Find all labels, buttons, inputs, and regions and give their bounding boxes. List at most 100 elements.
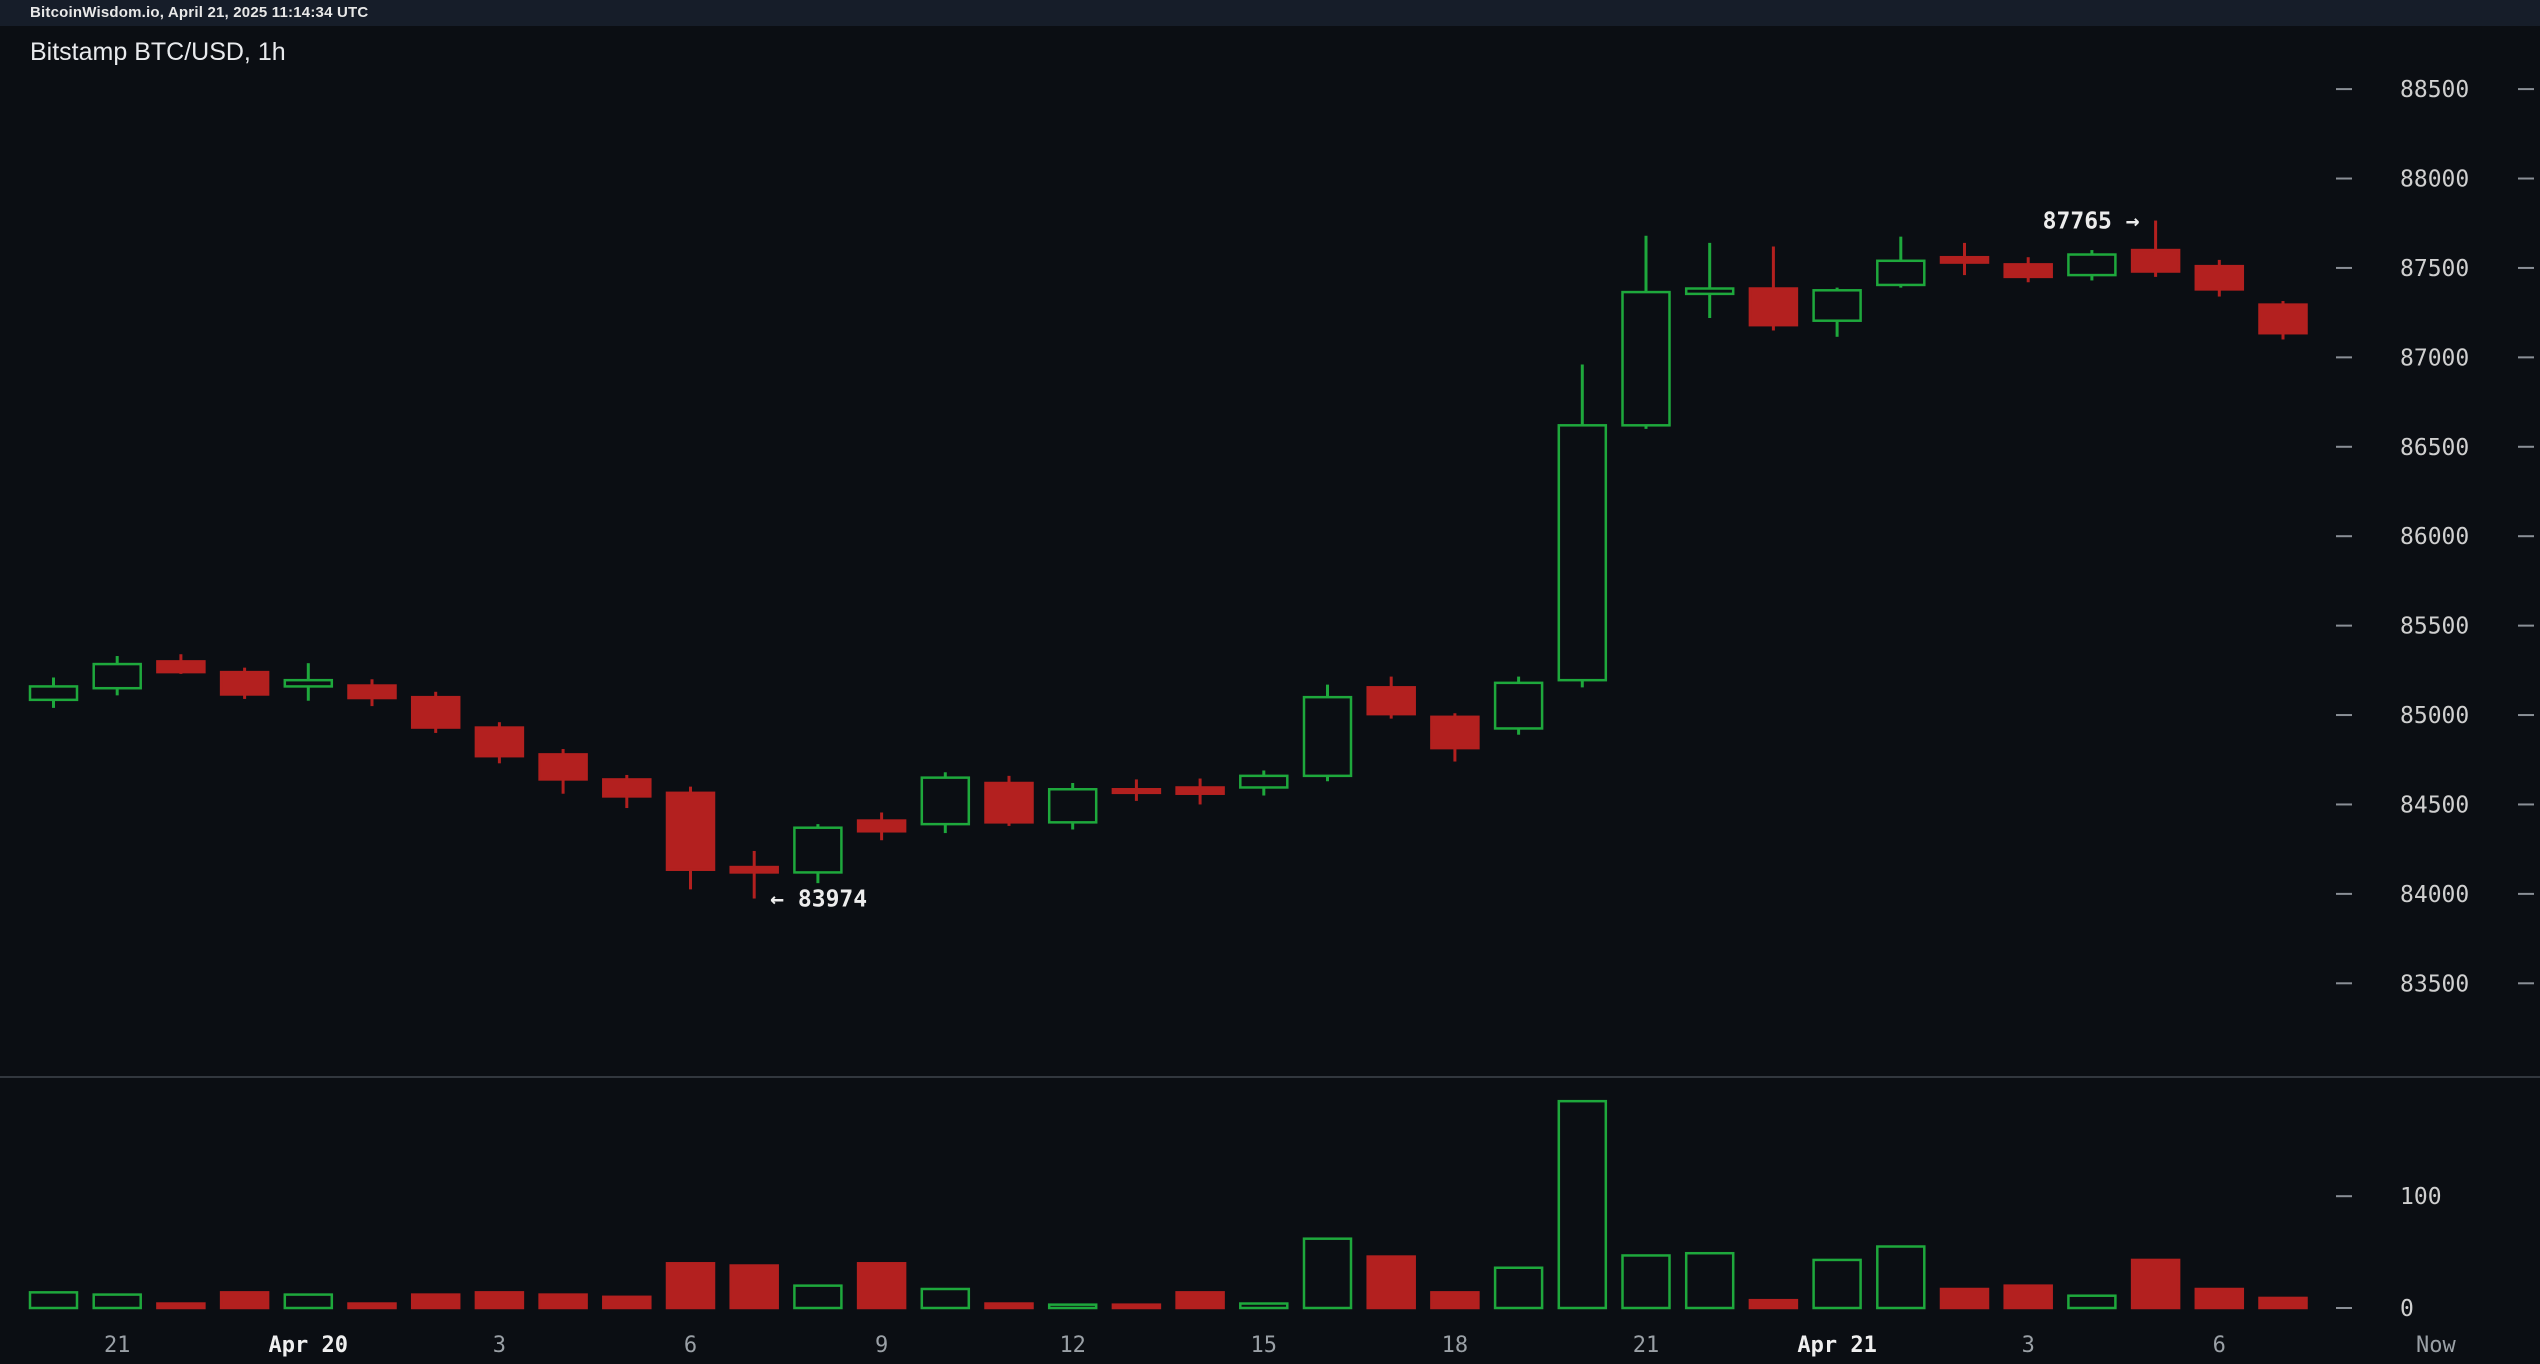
volume-bar	[538, 1293, 588, 1310]
time-axis-label: 21	[1633, 1333, 1660, 1358]
volume-bar	[28, 1291, 79, 1310]
volume-bar	[1812, 1258, 1862, 1310]
price-axis-label: 85500	[2400, 614, 2469, 640]
volume-bar	[219, 1291, 270, 1310]
price-axis-label: 86000	[2400, 524, 2469, 550]
time-axis-label: 6	[684, 1333, 697, 1358]
volume-pane	[28, 1099, 2308, 1310]
candle-body	[1876, 259, 1926, 287]
candle-body	[1939, 255, 1990, 264]
candle-body	[1621, 290, 1671, 427]
price-pane	[28, 220, 2308, 899]
volume-bar	[920, 1287, 971, 1310]
candle-body	[2194, 264, 2245, 291]
volume-bar	[347, 1302, 397, 1310]
volume-bar	[1175, 1291, 1225, 1310]
time-axis-date-label: Apr 20	[269, 1333, 348, 1358]
volume-bar	[793, 1284, 843, 1310]
candle-body	[793, 826, 843, 874]
volume-axis-label: 0	[2400, 1296, 2414, 1322]
volume-bar	[729, 1264, 779, 1310]
volume-bar	[2258, 1296, 2308, 1310]
time-axis-label: Now	[2416, 1333, 2456, 1358]
price-axis-label: 83500	[2400, 971, 2469, 997]
time-axis-label: 6	[2213, 1333, 2226, 1358]
candle-body	[2003, 263, 2053, 279]
candle-body	[538, 753, 588, 781]
candle-body	[856, 819, 907, 833]
time-axis-label: 3	[2022, 1333, 2035, 1358]
candle-body	[2258, 303, 2308, 335]
candle-body	[1302, 695, 1353, 778]
candle-body	[984, 781, 1034, 824]
candle-body	[920, 776, 971, 826]
volume-bar	[1748, 1298, 1799, 1310]
time-axis-label: 21	[104, 1333, 131, 1358]
price-axis: 88500 88000 87500 87000 86500 86000 85500 85000…	[2336, 77, 2534, 1322]
price-axis-label: 85000	[2400, 703, 2469, 729]
volume-bar	[1111, 1303, 1162, 1310]
session-high-annotation: 87765 →	[2043, 209, 2140, 235]
candle-body	[1748, 287, 1799, 327]
volume-bar	[2194, 1287, 2245, 1310]
time-axis: 21 Apr 20 3 6 9 12 15 18 21 Apr 21 3 6 Now	[104, 1333, 2457, 1358]
volume-bar	[1684, 1251, 1735, 1310]
price-axis-label: 86500	[2400, 435, 2469, 461]
volume-bar	[283, 1293, 334, 1310]
price-axis-label: 87500	[2400, 256, 2469, 282]
time-axis-label: 12	[1059, 1333, 1086, 1358]
volume-bar	[1366, 1255, 1416, 1310]
volume-bar	[156, 1302, 206, 1310]
time-axis-label: 15	[1251, 1333, 1278, 1358]
volume-bar	[1302, 1237, 1353, 1310]
volume-bar	[474, 1291, 525, 1310]
candle-body	[1047, 788, 1098, 824]
candle-body	[156, 660, 206, 674]
candle-body	[1111, 788, 1162, 795]
volume-bar	[410, 1293, 461, 1310]
candle-body	[1175, 786, 1225, 795]
time-axis-date-label: Apr 21	[1797, 1333, 1876, 1358]
price-axis-label: 84500	[2400, 792, 2469, 818]
candle-body	[602, 778, 652, 798]
annotations: ← 83974 87765 →	[770, 209, 2140, 913]
candle-body	[1430, 715, 1480, 750]
price-axis-label: 87000	[2400, 345, 2469, 371]
candle-body	[665, 791, 716, 871]
volume-bar	[2003, 1284, 2053, 1310]
volume-bar	[1239, 1302, 1289, 1310]
volume-bar	[1876, 1245, 1926, 1310]
volume-bar	[665, 1262, 716, 1310]
candle-body	[2130, 248, 2181, 273]
volume-bar	[1047, 1303, 1098, 1310]
price-axis-label: 88500	[2400, 77, 2469, 103]
time-axis-label: 18	[1442, 1333, 1469, 1358]
candle-body	[1493, 681, 1544, 730]
time-axis-label: 3	[493, 1333, 506, 1358]
candle-body	[28, 685, 79, 702]
time-axis-label: 9	[875, 1333, 888, 1358]
candle-body	[283, 678, 334, 688]
volume-bar	[2067, 1294, 2117, 1310]
candle-body	[474, 726, 525, 758]
candle-body	[1684, 287, 1735, 296]
volume-bar	[1430, 1291, 1480, 1310]
volume-bar	[1557, 1099, 1608, 1310]
price-axis-label: 88000	[2400, 167, 2469, 193]
volume-bar	[1939, 1287, 1990, 1310]
candle-body	[1557, 424, 1608, 682]
candle-body	[1366, 686, 1416, 716]
candle-body	[92, 662, 142, 690]
volume-bar	[1621, 1254, 1671, 1310]
chart-title: Bitstamp BTC/USD, 1h	[30, 38, 286, 66]
volume-bar	[1493, 1266, 1544, 1310]
volume-bar	[856, 1262, 907, 1310]
volume-bar	[602, 1295, 652, 1310]
candle-body	[347, 684, 397, 700]
candle-body	[219, 670, 270, 696]
session-low-annotation: ← 83974	[770, 887, 867, 913]
volume-bar	[2130, 1258, 2181, 1310]
volume-bar	[984, 1302, 1034, 1310]
volume-axis-label: 100	[2400, 1184, 2442, 1210]
